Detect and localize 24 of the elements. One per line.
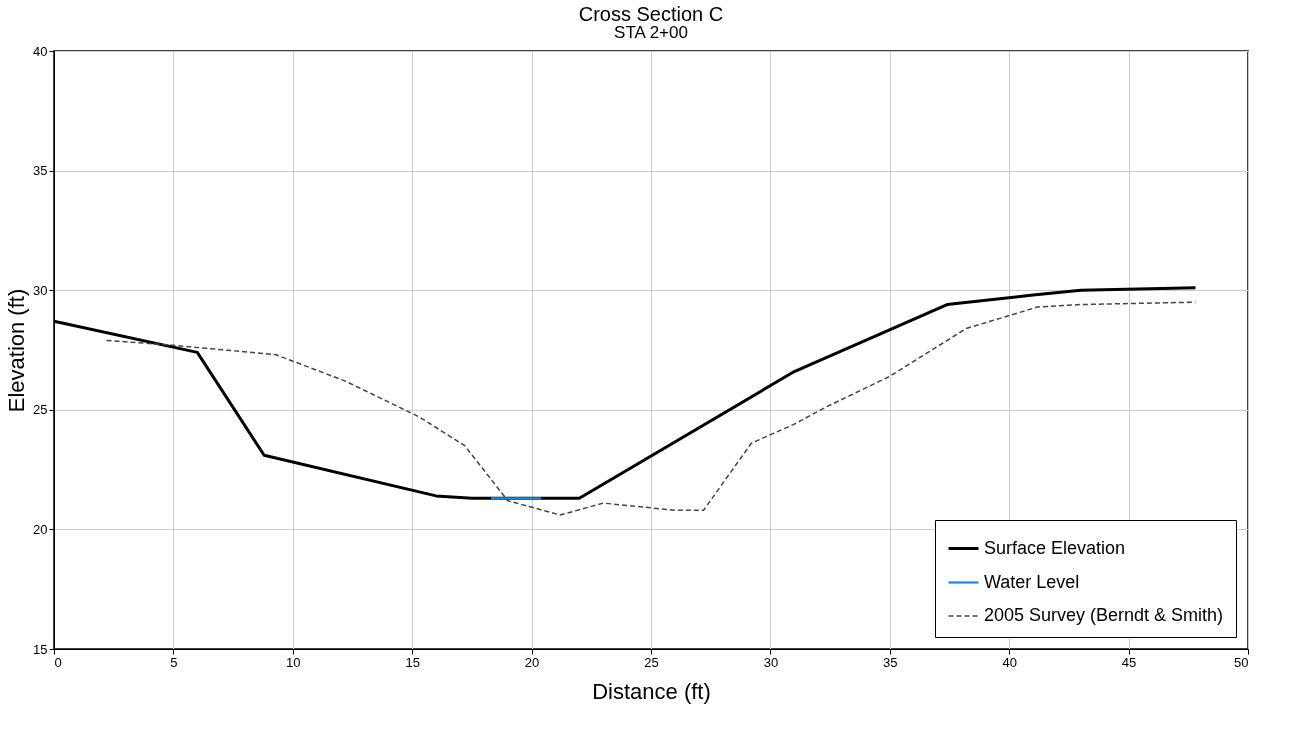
chart-title: Cross Section C bbox=[578, 3, 724, 25]
x-tick-label: 50 bbox=[1234, 654, 1249, 670]
legend-label: Surface Elevation bbox=[984, 537, 1126, 558]
y-axis-title: Elevation (ft) bbox=[4, 288, 30, 413]
y-tick-label: 35 bbox=[33, 163, 48, 179]
x-tick-label: 10 bbox=[286, 654, 301, 670]
x-tick-label: 5 bbox=[170, 654, 178, 670]
x-tick-label: 15 bbox=[405, 654, 420, 670]
y-tick-label: 15 bbox=[33, 641, 48, 657]
legend-label: Water Level bbox=[984, 571, 1080, 592]
x-tick-label: 35 bbox=[883, 654, 898, 670]
y-tick-label: 30 bbox=[33, 282, 48, 298]
x-tick-label: 20 bbox=[524, 654, 540, 670]
y-tick-label: 25 bbox=[33, 402, 48, 418]
x-tick-label: 25 bbox=[644, 654, 659, 670]
y-tick-label: 20 bbox=[33, 521, 48, 537]
x-axis-title: Distance (ft) bbox=[592, 678, 711, 704]
y-tick-label: 40 bbox=[33, 43, 48, 59]
x-tick-label: 40 bbox=[1002, 654, 1017, 670]
x-tick-label: 45 bbox=[1121, 654, 1137, 670]
chart-subtitle: STA 2+00 bbox=[614, 23, 688, 42]
x-tick-label: 30 bbox=[763, 654, 779, 670]
legend-label: 2005 Survey (Berndt & Smith) bbox=[984, 605, 1224, 625]
x-tick-label: 0 bbox=[54, 654, 62, 670]
